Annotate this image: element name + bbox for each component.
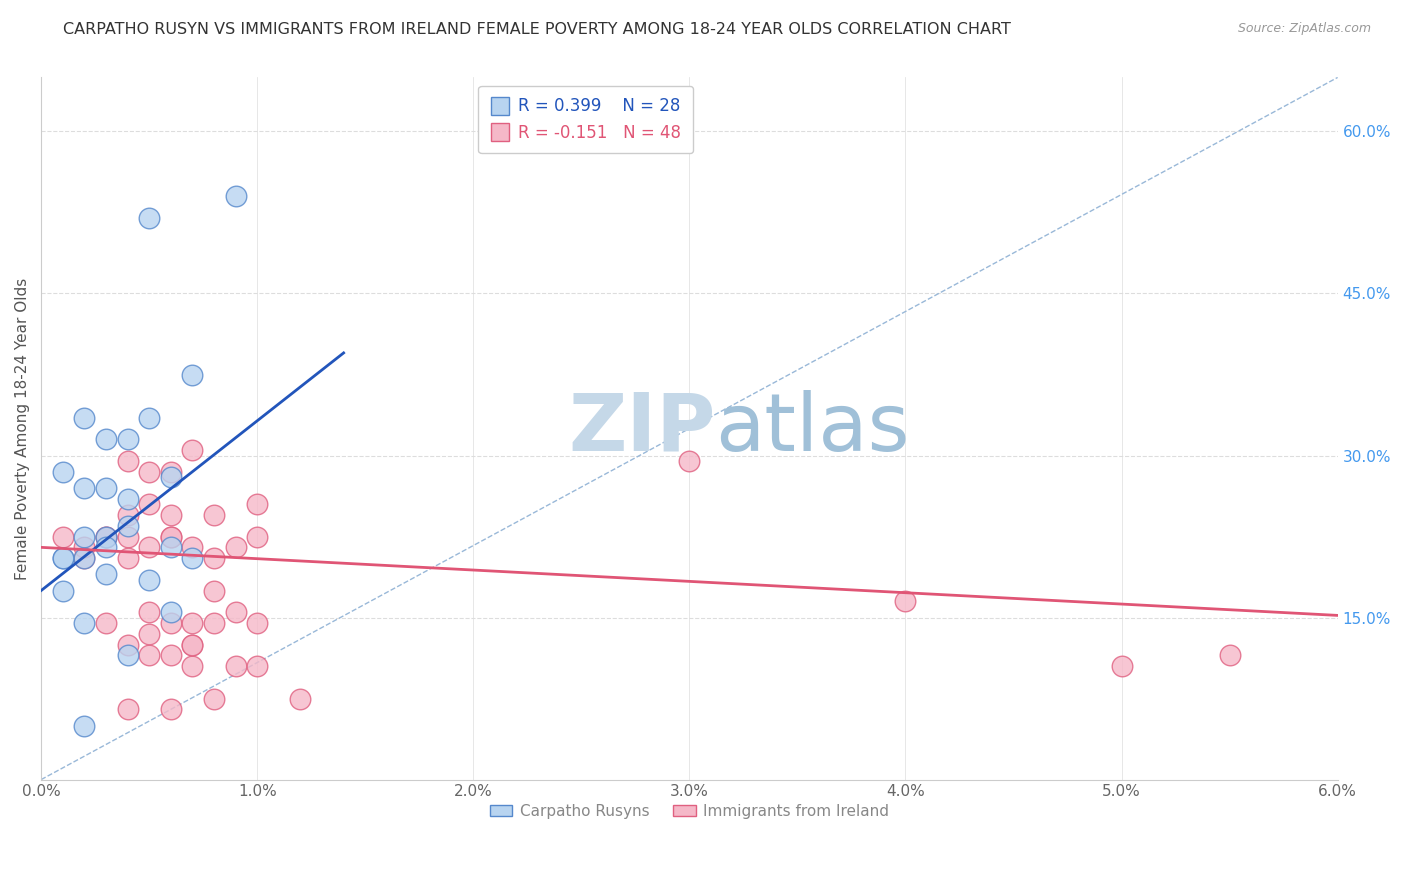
Point [159, 702, 181, 716]
Point [117, 702, 139, 716]
Point [181, 368, 204, 382]
Point [159, 530, 181, 544]
Point [246, 530, 269, 544]
Point [1111, 659, 1133, 673]
Point [94, 541, 117, 555]
Point [246, 497, 269, 511]
Point [73, 615, 96, 630]
Point [181, 541, 204, 555]
Point [52, 465, 75, 479]
Point [94, 530, 117, 544]
Point [1219, 648, 1241, 663]
Point [159, 530, 181, 544]
Point [159, 615, 181, 630]
Point [138, 627, 160, 641]
Point [225, 605, 247, 619]
Point [181, 659, 204, 673]
Point [117, 433, 139, 447]
Point [159, 648, 181, 663]
Point [290, 691, 312, 706]
Point [159, 541, 181, 555]
Point [73, 481, 96, 495]
Point [94, 615, 117, 630]
Point [73, 718, 96, 732]
Point [159, 470, 181, 484]
Point [246, 615, 269, 630]
Point [117, 551, 139, 566]
Point [202, 508, 225, 522]
Point [117, 518, 139, 533]
Point [73, 541, 96, 555]
Text: atlas: atlas [716, 390, 910, 467]
Point [138, 648, 160, 663]
Point [202, 583, 225, 598]
Point [52, 551, 75, 566]
Point [159, 465, 181, 479]
Point [894, 594, 917, 608]
Point [159, 605, 181, 619]
Point [94, 567, 117, 582]
Legend: Carpatho Rusyns, Immigrants from Ireland: Carpatho Rusyns, Immigrants from Ireland [484, 797, 896, 824]
Point [678, 454, 700, 468]
Point [181, 551, 204, 566]
Point [73, 551, 96, 566]
Point [117, 638, 139, 652]
Point [138, 211, 160, 225]
Point [117, 530, 139, 544]
Point [181, 443, 204, 458]
Point [225, 189, 247, 203]
Point [138, 410, 160, 425]
Point [52, 551, 75, 566]
Point [246, 659, 269, 673]
Point [202, 615, 225, 630]
Text: CARPATHO RUSYN VS IMMIGRANTS FROM IRELAND FEMALE POVERTY AMONG 18-24 YEAR OLDS C: CARPATHO RUSYN VS IMMIGRANTS FROM IRELAN… [63, 22, 1011, 37]
Point [73, 530, 96, 544]
Point [73, 410, 96, 425]
Point [138, 465, 160, 479]
Point [138, 573, 160, 587]
Point [202, 551, 225, 566]
Text: Source: ZipAtlas.com: Source: ZipAtlas.com [1237, 22, 1371, 36]
Point [94, 530, 117, 544]
Point [94, 530, 117, 544]
Point [117, 508, 139, 522]
Point [225, 541, 247, 555]
Point [202, 691, 225, 706]
Y-axis label: Female Poverty Among 18-24 Year Olds: Female Poverty Among 18-24 Year Olds [15, 277, 30, 580]
Point [138, 497, 160, 511]
Point [181, 615, 204, 630]
Point [117, 648, 139, 663]
Point [117, 454, 139, 468]
Point [225, 659, 247, 673]
Point [181, 638, 204, 652]
Point [94, 481, 117, 495]
Point [138, 605, 160, 619]
Point [52, 583, 75, 598]
Point [159, 508, 181, 522]
Point [94, 433, 117, 447]
Point [52, 530, 75, 544]
Point [181, 638, 204, 652]
Point [73, 551, 96, 566]
Text: ZIP: ZIP [568, 390, 716, 467]
Point [138, 541, 160, 555]
Point [117, 491, 139, 506]
